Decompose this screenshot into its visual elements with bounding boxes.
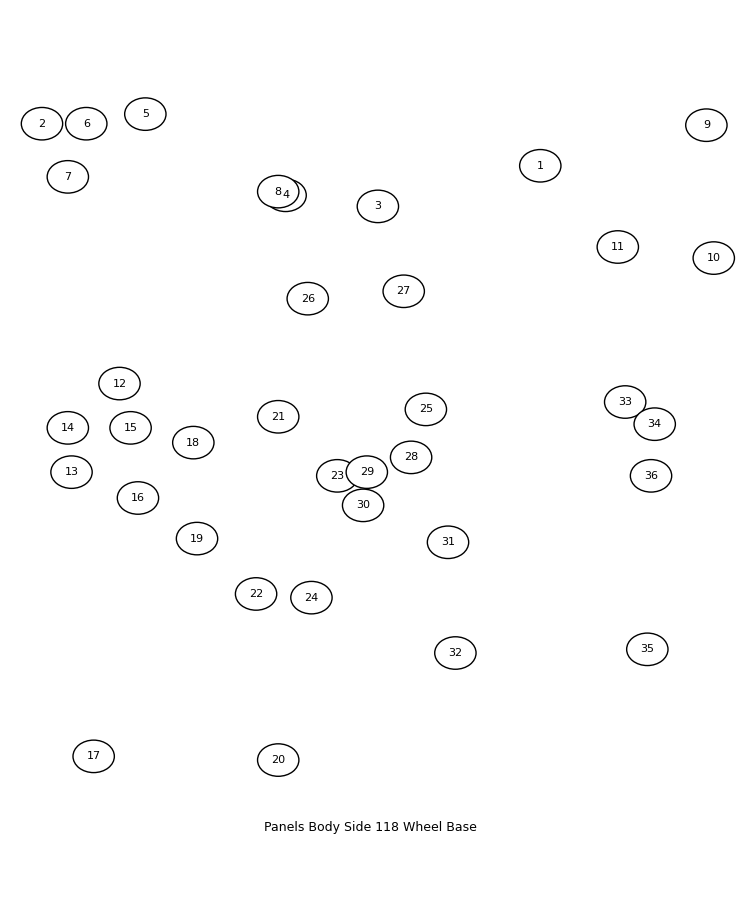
- Ellipse shape: [265, 179, 306, 212]
- Text: 34: 34: [648, 419, 662, 429]
- Ellipse shape: [519, 149, 561, 182]
- Text: 5: 5: [142, 109, 149, 119]
- Ellipse shape: [634, 408, 675, 440]
- Text: 22: 22: [249, 589, 263, 599]
- Text: 4: 4: [282, 190, 289, 201]
- Text: 32: 32: [448, 648, 462, 658]
- Ellipse shape: [173, 427, 214, 459]
- Ellipse shape: [435, 637, 476, 670]
- Ellipse shape: [405, 393, 447, 426]
- Ellipse shape: [627, 633, 668, 666]
- Text: 21: 21: [271, 412, 285, 422]
- Ellipse shape: [47, 411, 88, 444]
- Text: 14: 14: [61, 423, 75, 433]
- Text: 15: 15: [124, 423, 138, 433]
- Text: 11: 11: [611, 242, 625, 252]
- Ellipse shape: [47, 160, 88, 194]
- Text: 27: 27: [396, 286, 411, 296]
- Ellipse shape: [605, 386, 646, 418]
- Ellipse shape: [383, 275, 425, 308]
- Text: 20: 20: [271, 755, 285, 765]
- Ellipse shape: [342, 489, 384, 522]
- Ellipse shape: [290, 581, 332, 614]
- Ellipse shape: [51, 456, 92, 489]
- Ellipse shape: [685, 109, 727, 141]
- Text: 12: 12: [113, 379, 127, 389]
- Text: 33: 33: [618, 397, 632, 407]
- Ellipse shape: [117, 482, 159, 514]
- Text: 16: 16: [131, 493, 145, 503]
- Ellipse shape: [73, 740, 114, 772]
- Text: 8: 8: [275, 186, 282, 196]
- Ellipse shape: [258, 743, 299, 777]
- Text: 7: 7: [64, 172, 71, 182]
- Ellipse shape: [631, 460, 671, 492]
- Text: 28: 28: [404, 453, 418, 463]
- Text: 29: 29: [359, 467, 374, 477]
- Ellipse shape: [21, 107, 63, 140]
- Text: 9: 9: [702, 121, 710, 130]
- Text: 6: 6: [83, 119, 90, 129]
- Ellipse shape: [287, 283, 328, 315]
- Ellipse shape: [66, 107, 107, 140]
- Text: 30: 30: [356, 500, 370, 510]
- Text: 23: 23: [330, 471, 345, 481]
- Ellipse shape: [346, 456, 388, 489]
- Ellipse shape: [428, 526, 469, 559]
- Text: 1: 1: [536, 161, 544, 171]
- Text: 2: 2: [39, 119, 45, 129]
- Ellipse shape: [693, 242, 734, 274]
- Text: 18: 18: [186, 437, 200, 447]
- Text: 26: 26: [301, 293, 315, 303]
- Ellipse shape: [391, 441, 432, 473]
- Ellipse shape: [258, 176, 299, 208]
- Ellipse shape: [110, 411, 151, 444]
- Text: 10: 10: [707, 253, 721, 263]
- Ellipse shape: [258, 400, 299, 433]
- Text: Panels Body Side 118 Wheel Base: Panels Body Side 118 Wheel Base: [264, 821, 477, 834]
- Ellipse shape: [176, 522, 218, 554]
- Ellipse shape: [357, 190, 399, 222]
- Text: 17: 17: [87, 752, 101, 761]
- Text: 35: 35: [640, 644, 654, 654]
- Ellipse shape: [99, 367, 140, 400]
- Text: 36: 36: [644, 471, 658, 481]
- Text: 25: 25: [419, 404, 433, 414]
- Ellipse shape: [316, 460, 358, 492]
- Text: 3: 3: [374, 202, 382, 211]
- Ellipse shape: [597, 230, 639, 263]
- Text: 31: 31: [441, 537, 455, 547]
- Ellipse shape: [236, 578, 276, 610]
- Text: 13: 13: [64, 467, 79, 477]
- Ellipse shape: [124, 98, 166, 130]
- Text: 24: 24: [305, 592, 319, 603]
- Text: 19: 19: [190, 534, 204, 544]
